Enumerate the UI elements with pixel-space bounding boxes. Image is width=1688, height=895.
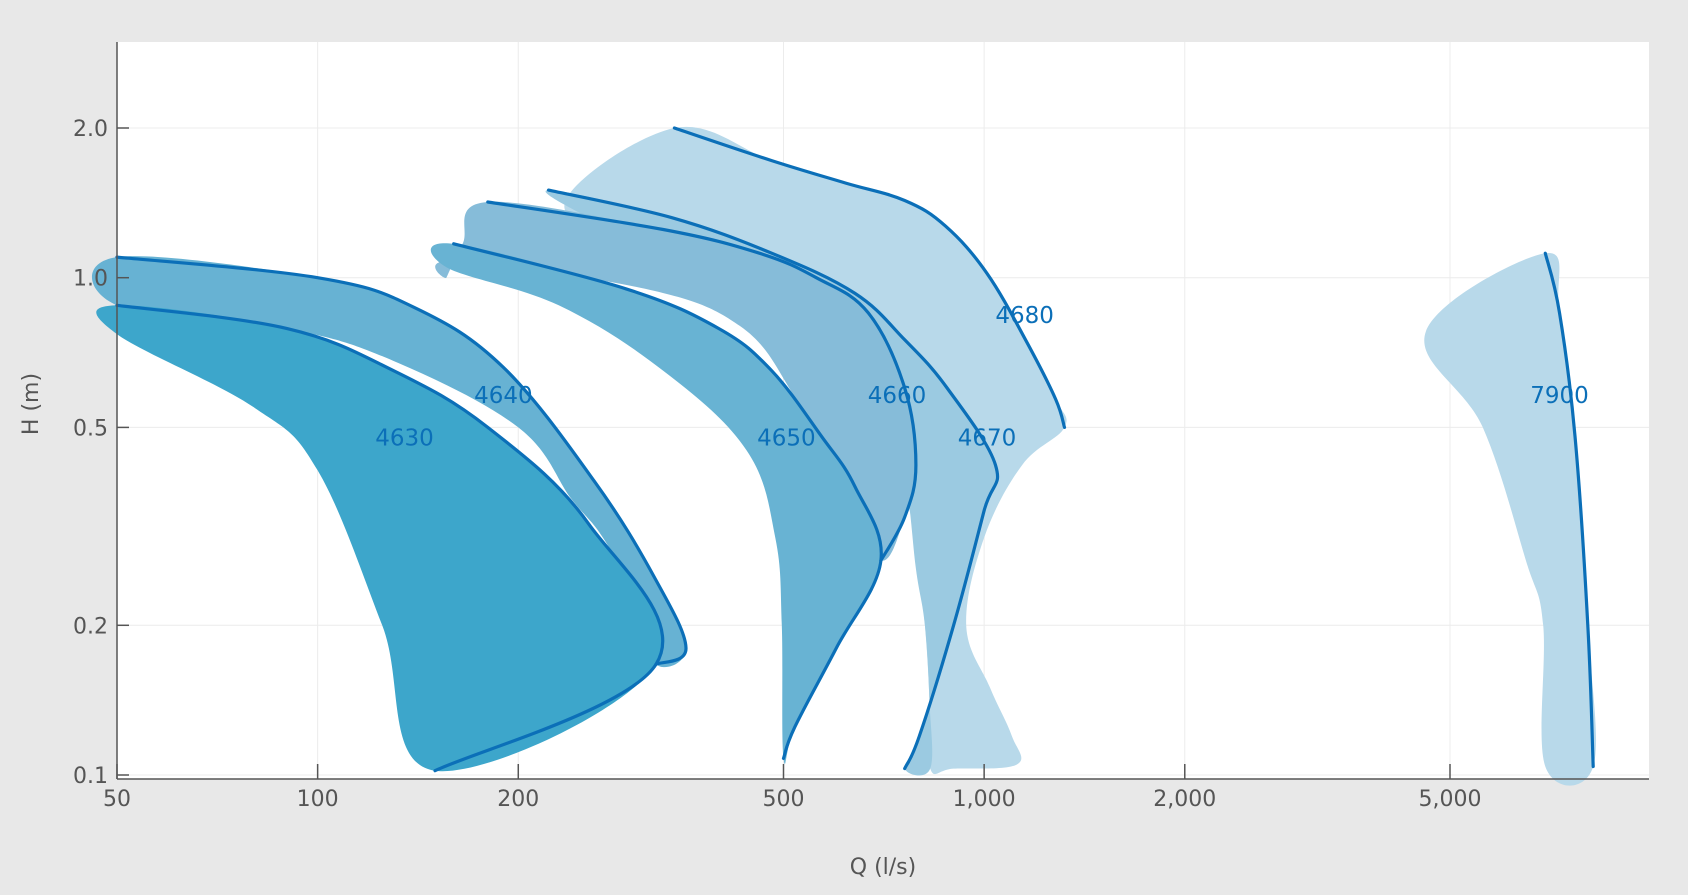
x-tick-label: 100 [297, 787, 339, 812]
series-label-4630: 4630 [375, 425, 434, 451]
y-tick-label: 2.0 [73, 117, 108, 142]
axes: 50 100 200 500 1,000 2,000 5,000 0.1 0.2 0.5 1.0 2.… [73, 42, 1649, 812]
series-labels: 4680 4670 4660 4650 4640 4630 7900 [375, 303, 1589, 451]
area-7900 [1424, 252, 1597, 786]
y-tick-label: 1.0 [73, 267, 108, 292]
curve-4630 [115, 303, 665, 773]
curve-7900 [1543, 251, 1595, 769]
y-tick-label: 0.1 [73, 764, 108, 789]
area-4660 [435, 201, 916, 561]
x-tick-label: 5,000 [1419, 787, 1482, 812]
series-label-4640: 4640 [474, 383, 533, 409]
x-axis-title: Q (l/s) [850, 855, 916, 880]
area-4630 [96, 305, 663, 772]
area-4640 [91, 256, 687, 668]
series-label-7900: 7900 [1530, 383, 1589, 409]
x-tick-label: 200 [497, 787, 539, 812]
curve-4660 [486, 200, 918, 563]
curve-4670 [546, 188, 1000, 771]
x-tick-label: 500 [763, 787, 805, 812]
series-label-4680: 4680 [995, 303, 1054, 329]
x-tick-label: 1,000 [953, 787, 1016, 812]
series-label-4650: 4650 [757, 425, 816, 451]
curve-4650 [452, 242, 883, 760]
series-outlines [115, 126, 1595, 773]
y-tick-label: 0.5 [73, 416, 108, 441]
y-axis-title: H (m) [19, 373, 44, 435]
x-tick-label: 2,000 [1153, 787, 1216, 812]
curve-4680 [672, 126, 1067, 429]
curve-4640 [115, 255, 688, 666]
series-label-4660: 4660 [868, 383, 927, 409]
y-tick-label: 0.2 [73, 614, 108, 639]
area-4650 [430, 243, 882, 765]
x-tick-label: 50 [103, 787, 131, 812]
series-label-4670: 4670 [958, 425, 1017, 451]
